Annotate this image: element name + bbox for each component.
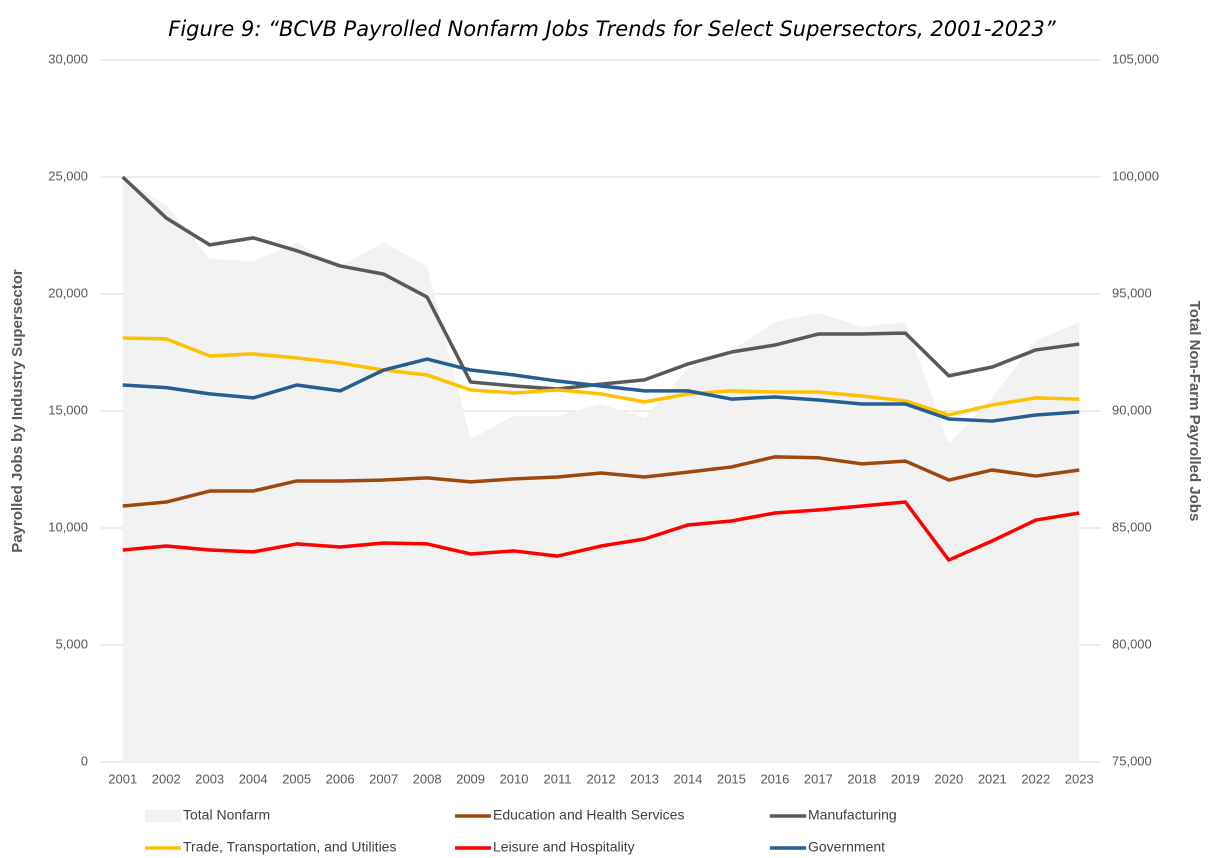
legend-label: Manufacturing [808,807,897,823]
x-tick-label: 2022 [1021,771,1050,786]
x-tick-label: 2016 [760,771,789,786]
y2-tick-label: 95,000 [1112,285,1152,300]
y-tick-label: 30,000 [48,51,88,66]
legend-label: Trade, Transportation, and Utilities [183,839,396,855]
y-tick-label: 10,000 [48,519,88,534]
x-tick-label: 2010 [500,771,529,786]
x-tick-label: 2015 [717,771,746,786]
y-tick-label: 0 [81,753,88,768]
line [122,500,1080,562]
line [121,175,1080,391]
x-tick-label: 2023 [1065,771,1094,786]
x-tick-label: 2021 [978,771,1007,786]
y2-tick-label: 80,000 [1112,636,1152,651]
y-tick-label: 20,000 [48,285,88,300]
x-tick-label: 2007 [369,771,398,786]
x-tick-label: 2019 [891,771,920,786]
x-tick-label: 2012 [587,771,616,786]
x-tick-label: 2018 [847,771,876,786]
legend-label: Total Nonfarm [183,807,270,823]
chart-title: Figure 9: “BCVB Payrolled Nonfarm Jobs T… [168,17,1057,41]
line [122,455,1080,508]
x-tick-label: 2005 [282,771,311,786]
x-tick-label: 2011 [544,771,572,786]
legend: Total Nonfarm Education and Health Servic… [145,807,897,855]
area [122,177,1080,762]
legend-label: Leisure and Hospitality [493,839,635,855]
x-tick-label: 2002 [152,771,181,786]
x-tick-label: 2003 [195,771,224,786]
x-tick-label: 2001 [108,771,137,786]
line [122,336,1080,417]
legend-label: Education and Health Services [493,807,684,823]
y2-tick-label: 75,000 [1112,753,1152,768]
y2-tick-label: 85,000 [1112,519,1152,534]
y2-tick-label: 90,000 [1112,402,1152,417]
x-tick-label: 2013 [630,771,659,786]
legend-swatch [145,810,181,822]
y2-axis-title: Total Non-Farm Payrolled Jobs [1186,301,1203,522]
y-tick-label: 25,000 [48,168,88,183]
x-tick-label: 2006 [326,771,355,786]
x-tick-label: 2020 [934,771,963,786]
y2-tick-label: 105,000 [1112,51,1159,66]
x-tick-label: 2008 [413,771,442,786]
x-tick-label: 2014 [673,771,702,786]
line [122,357,1080,423]
plot-area: 0 5,000 10,000 15,000 20,000 25,000 30,000 75,0… [48,51,1159,786]
y-tick-label: 5,000 [55,636,88,651]
x-tick-label: 2009 [456,771,485,786]
y2-tick-label: 100,000 [1112,168,1159,183]
y-tick-label: 15,000 [48,402,88,417]
y-axis-title: Payrolled Jobs by Industry Supersector [9,269,26,553]
x-tick-label: 2017 [804,771,833,786]
legend-label: Government [808,839,885,855]
x-tick-label: 2004 [239,771,268,786]
